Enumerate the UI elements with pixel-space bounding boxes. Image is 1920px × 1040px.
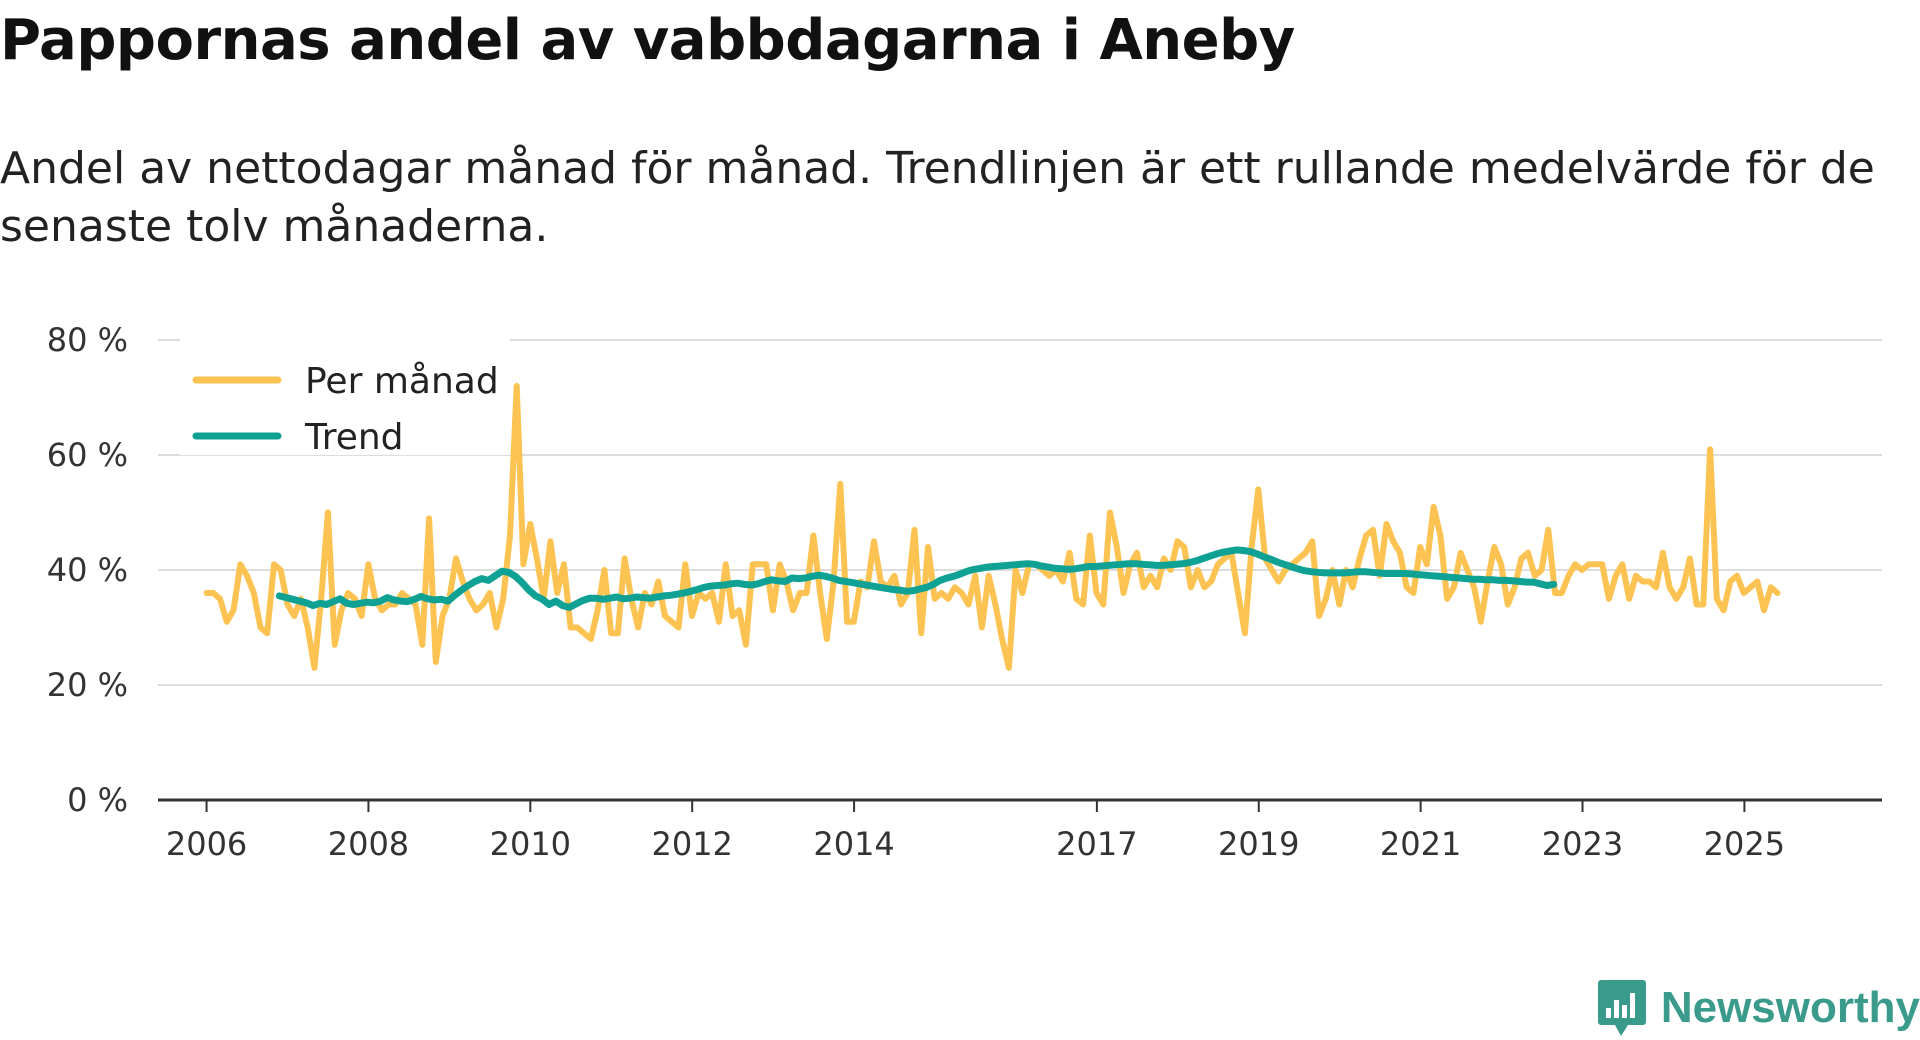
y-tick-label: 80 %: [47, 321, 128, 359]
newsworthy-brand: Newsworthy: [1597, 978, 1920, 1038]
newsworthy-logo-icon: [1597, 980, 1646, 1036]
x-tick-label: 2021: [1380, 825, 1461, 860]
x-tick-label: 2012: [651, 825, 732, 860]
legend-label-per-manad: Per månad: [305, 361, 499, 402]
x-tick-label: 2010: [490, 825, 571, 860]
series-line-trend: [275, 546, 1558, 611]
brand-name: Newsworthy: [1660, 983, 1920, 1032]
y-tick-label: 40 %: [47, 551, 128, 589]
x-tick-label: 2006: [166, 825, 247, 860]
y-tick-label: 20 %: [47, 666, 128, 704]
legend: Per månad Trend: [180, 335, 510, 458]
x-tick-label: 2023: [1542, 825, 1623, 860]
y-tick-label: 0 %: [67, 781, 128, 819]
x-tick-label: 2025: [1704, 825, 1785, 860]
x-tick-label: 2014: [813, 825, 894, 860]
legend-label-trend: Trend: [304, 417, 404, 458]
x-axis: 2006 2008 2010 2012 2014 2017 2019 2021 2023 2025: [158, 798, 1882, 860]
line-chart: 0 % 20 % 40 % 60 % 80 % 2006 2008 2010 2012 2014…: [47, 321, 1882, 860]
chart-title: Pappornas andel av vabbdagarna i Aneby: [0, 8, 1295, 73]
y-axis-ticks: 0 % 20 % 40 % 60 % 80 %: [47, 321, 128, 819]
x-tick-label: 2008: [328, 825, 409, 860]
x-tick-label: 2019: [1218, 825, 1299, 860]
y-tick-label: 60 %: [47, 436, 128, 474]
x-tick-label: 2017: [1056, 825, 1137, 860]
series-lines: [203, 383, 1781, 671]
chart-subtitle: Andel av nettodagar månad för månad. Tre…: [0, 143, 1875, 252]
